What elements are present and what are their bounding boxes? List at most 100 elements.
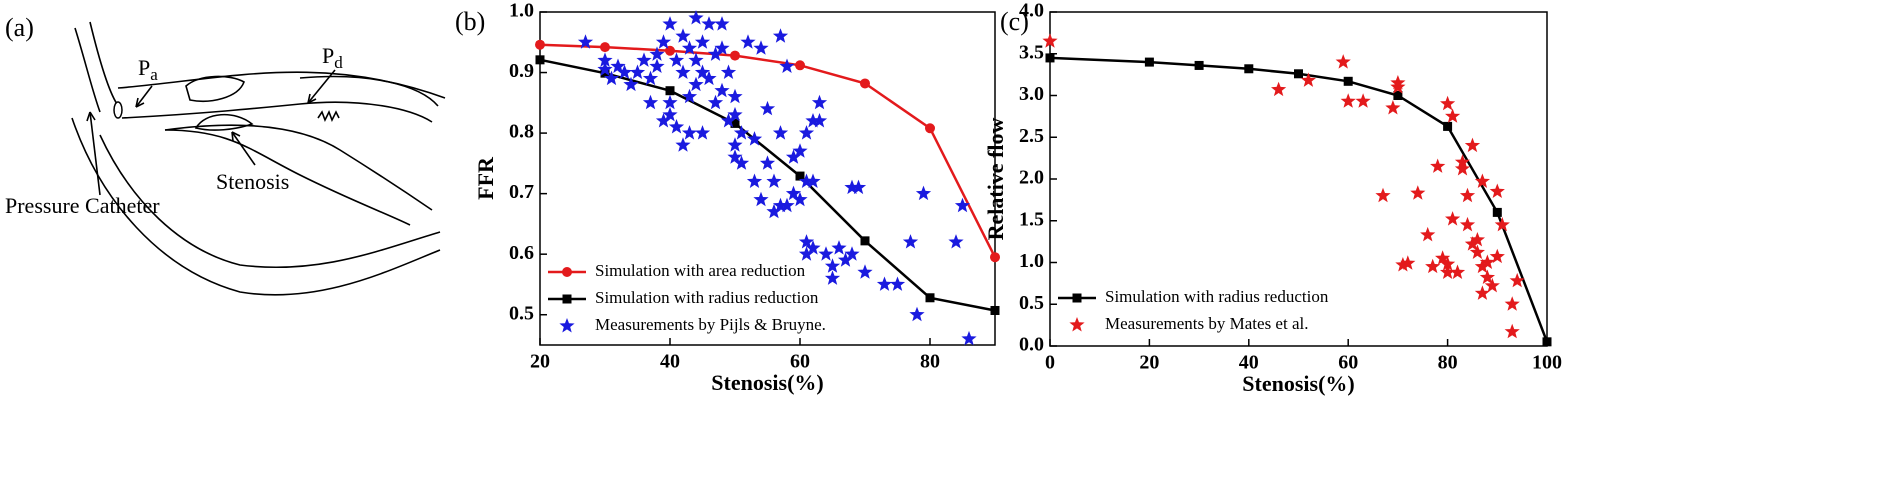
marker: [1300, 72, 1316, 87]
marker: [1445, 108, 1461, 123]
marker: [1492, 207, 1502, 217]
y-tick-label: 2.0: [1019, 167, 1044, 189]
marker: [889, 276, 906, 291]
marker: [759, 155, 776, 170]
marker: [727, 137, 743, 152]
marker: [1410, 185, 1426, 200]
y-axis-label: FFR: [473, 156, 498, 200]
x-tick-label: 0: [1045, 352, 1055, 374]
marker: [795, 171, 805, 181]
marker: [665, 86, 675, 96]
catheter-label: Pressure Catheter: [5, 193, 160, 218]
marker: [642, 70, 659, 86]
legend-label: Measurements by Mates et al.: [1105, 314, 1308, 333]
marker: [902, 234, 919, 249]
marker: [857, 264, 873, 279]
marker: [1459, 187, 1476, 203]
marker: [779, 58, 795, 73]
catheter: [89, 21, 118, 105]
y-axis-label: Relative flow: [983, 117, 1008, 240]
marker: [792, 143, 808, 158]
marker: [1449, 264, 1466, 279]
marker: [665, 45, 675, 56]
marker: [636, 52, 652, 67]
x-axis-label: Stenosis(%): [1242, 371, 1354, 396]
zigzag: [317, 110, 340, 122]
x-axis-label: Stenosis(%): [711, 370, 823, 395]
marker: [675, 64, 691, 79]
marker: [662, 106, 678, 122]
panel-label: (a): [5, 13, 34, 42]
marker: [1435, 250, 1451, 265]
stenosis-label: Stenosis: [216, 169, 289, 194]
marker: [1355, 93, 1371, 108]
marker: [701, 70, 717, 86]
marker: [688, 10, 704, 25]
x-tick-label: 80: [920, 351, 940, 373]
marker: [1509, 272, 1525, 288]
marker: [824, 258, 841, 273]
y-tick-label: 0.5: [1019, 292, 1044, 314]
marker: [720, 64, 737, 79]
marker: [727, 106, 743, 122]
y-tick-label: 0.5: [509, 302, 534, 324]
marker: [766, 203, 782, 219]
marker: [792, 191, 808, 207]
marker: [1474, 285, 1490, 300]
marker: [733, 125, 750, 140]
marker: [860, 236, 870, 246]
marker: [1395, 257, 1411, 272]
arrow: [135, 85, 153, 108]
marker: [675, 28, 691, 43]
x-tick-label: 60: [1338, 352, 1358, 374]
marker: [577, 34, 594, 49]
x-tick-label: 100: [1532, 352, 1562, 374]
y-tick-label: 0.7: [509, 181, 534, 203]
marker: [707, 46, 724, 61]
vessel-wall: [121, 101, 433, 123]
marker: [1489, 248, 1505, 264]
marker: [925, 293, 935, 303]
marker: [860, 78, 870, 89]
y-tick-label: 3.0: [1019, 83, 1044, 105]
marker: [1479, 254, 1495, 269]
marker: [1393, 91, 1403, 100]
marker: [1474, 173, 1490, 188]
marker: [740, 34, 756, 49]
plot-frame: [539, 11, 996, 346]
y-tick-label: 0.6: [509, 242, 534, 264]
legend-label: Measurements by Pijls & Bruyne.: [595, 315, 826, 334]
marker: [535, 39, 545, 50]
marker: [688, 52, 704, 67]
marker: [837, 252, 854, 267]
marker: [1440, 264, 1456, 279]
marker: [600, 42, 610, 53]
vessel-wall: [299, 75, 439, 107]
marker: [1454, 161, 1471, 176]
legend-marker: [1072, 293, 1082, 303]
marker: [720, 113, 737, 128]
marker: [1294, 69, 1303, 79]
pd-sub: d: [334, 53, 343, 72]
y-tick-label: 1.5: [1019, 208, 1044, 230]
arrow-head: [135, 97, 145, 108]
marker: [1340, 93, 1356, 108]
series-line: [1049, 56, 1549, 343]
arrow-head: [86, 111, 96, 122]
marker: [655, 34, 672, 49]
marker: [1375, 187, 1391, 203]
marker: [805, 240, 821, 255]
arrow: [307, 69, 336, 104]
marker: [990, 252, 1000, 263]
marker: [746, 173, 763, 188]
y-tick-label: 0.0: [1019, 334, 1044, 356]
y-tick-label: 3.5: [1019, 41, 1044, 63]
legend-label: Simulation with radius reduction: [1105, 287, 1329, 306]
marker: [649, 46, 665, 61]
marker: [694, 64, 711, 79]
vessel-wall: [164, 129, 411, 226]
marker: [844, 246, 860, 261]
marker: [714, 82, 730, 98]
marker: [1504, 323, 1520, 339]
